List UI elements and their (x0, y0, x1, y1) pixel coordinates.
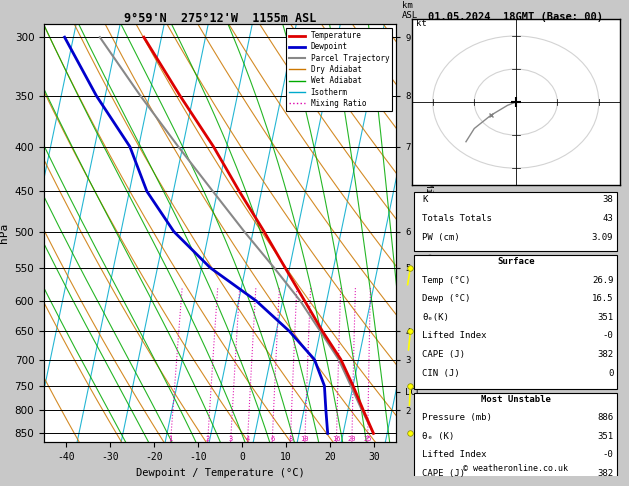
Text: kt: kt (416, 19, 427, 28)
Text: 20: 20 (348, 436, 356, 442)
Text: 351: 351 (597, 432, 613, 441)
Text: 8: 8 (288, 436, 292, 442)
Text: -0: -0 (603, 451, 613, 459)
Text: 38: 38 (603, 195, 613, 204)
Text: 10: 10 (301, 436, 309, 442)
Text: 01.05.2024  18GMT (Base: 00): 01.05.2024 18GMT (Base: 00) (428, 12, 603, 22)
Text: 16.5: 16.5 (592, 294, 613, 303)
Text: 9°59'N  275°12'W  1155m ASL: 9°59'N 275°12'W 1155m ASL (124, 12, 316, 25)
Text: 0: 0 (608, 369, 613, 378)
Text: © weatheronline.co.uk: © weatheronline.co.uk (464, 465, 568, 473)
Text: CAPE (J): CAPE (J) (423, 350, 465, 359)
Text: Lifted Index: Lifted Index (423, 331, 487, 341)
Text: 351: 351 (597, 313, 613, 322)
Text: CIN (J): CIN (J) (423, 369, 460, 378)
Legend: Temperature, Dewpoint, Parcel Trajectory, Dry Adiabat, Wet Adiabat, Isotherm, Mi: Temperature, Dewpoint, Parcel Trajectory… (286, 28, 392, 111)
Text: θₑ (K): θₑ (K) (423, 432, 455, 441)
Text: 6: 6 (270, 436, 274, 442)
Text: 2: 2 (206, 436, 209, 442)
Text: 1: 1 (169, 436, 172, 442)
Text: 382: 382 (597, 350, 613, 359)
Text: 26.9: 26.9 (592, 276, 613, 285)
Text: Pressure (mb): Pressure (mb) (423, 413, 493, 422)
Text: km
ASL: km ASL (401, 0, 418, 20)
Text: Totals Totals: Totals Totals (423, 214, 493, 223)
Y-axis label: Mixing Ratio (g/kg): Mixing Ratio (g/kg) (423, 182, 433, 284)
Text: CAPE (J): CAPE (J) (423, 469, 465, 478)
Text: θₑ(K): θₑ(K) (423, 313, 449, 322)
Text: 4: 4 (245, 436, 250, 442)
Text: 25: 25 (364, 436, 372, 442)
X-axis label: Dewpoint / Temperature (°C): Dewpoint / Temperature (°C) (136, 468, 304, 478)
Text: 3.09: 3.09 (592, 233, 613, 242)
Text: 43: 43 (603, 214, 613, 223)
Text: 382: 382 (597, 469, 613, 478)
Text: Dewp (°C): Dewp (°C) (423, 294, 470, 303)
Text: -0: -0 (603, 331, 613, 341)
Y-axis label: hPa: hPa (0, 223, 9, 243)
Bar (414, 256, 618, 389)
Text: Lifted Index: Lifted Index (423, 451, 487, 459)
Text: 16: 16 (332, 436, 341, 442)
Text: 886: 886 (597, 413, 613, 422)
Bar (414, 192, 618, 251)
Text: 3: 3 (228, 436, 233, 442)
Text: Surface: Surface (497, 257, 535, 266)
Bar (414, 393, 618, 486)
Text: PW (cm): PW (cm) (423, 233, 460, 242)
Text: K: K (423, 195, 428, 204)
Text: Most Unstable: Most Unstable (481, 395, 551, 403)
Text: Temp (°C): Temp (°C) (423, 276, 470, 285)
